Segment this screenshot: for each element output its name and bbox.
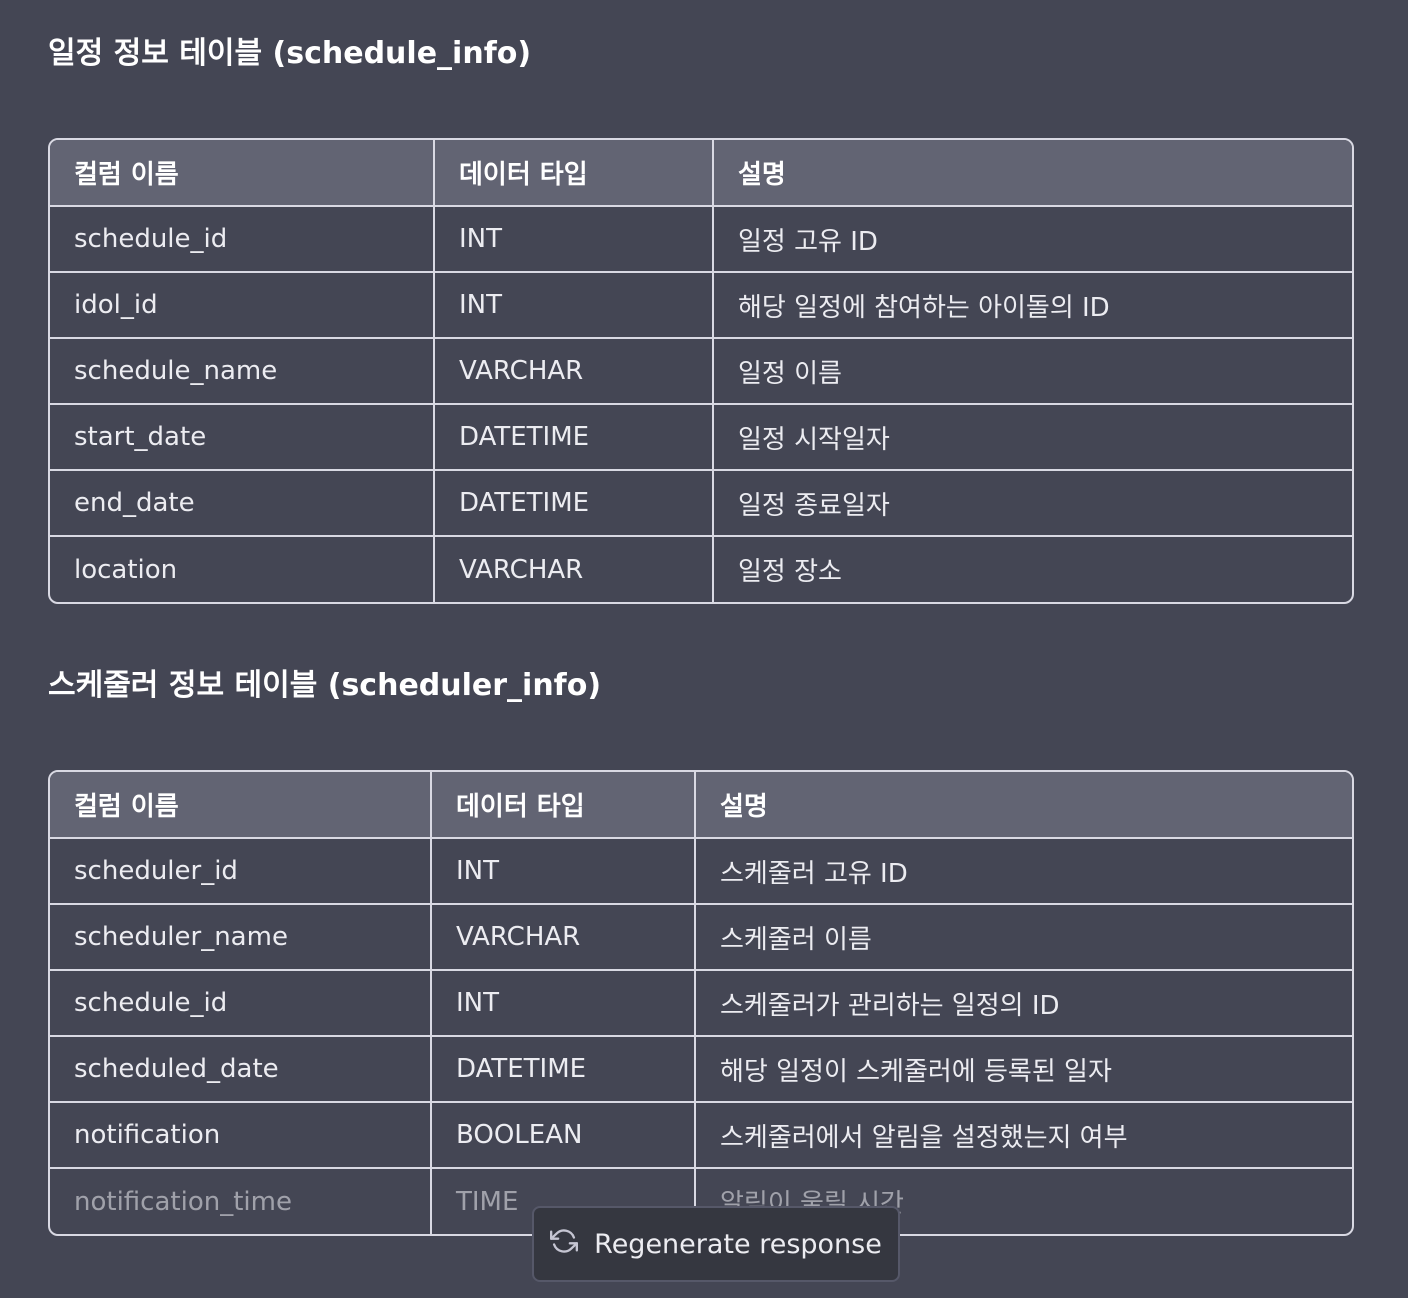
data-type-cell: VARCHAR (434, 338, 714, 405)
column-name-cell: notification_time (50, 1168, 432, 1234)
table-row: notification BOOLEAN 스케줄러에서 알림을 설정했는지 여부 (50, 1102, 1352, 1169)
description-cell: 스케줄러 고유 ID (695, 838, 1352, 905)
column-name-cell: end_date (50, 470, 435, 537)
table-row: scheduler_id INT 스케줄러 고유 ID (50, 838, 1352, 905)
table-header-row: 컬럼 이름 데이터 타입 설명 (50, 772, 1352, 839)
data-type-cell: INT (431, 838, 696, 905)
description-cell: 일정 시작일자 (713, 404, 1352, 471)
description-cell: 일정 고유 ID (713, 206, 1352, 273)
regenerate-response-button[interactable]: Regenerate response (532, 1206, 900, 1282)
column-header: 컬럼 이름 (50, 772, 432, 839)
column-header: 데이터 타입 (434, 140, 714, 207)
table-row: location VARCHAR 일정 장소 (50, 536, 1352, 602)
data-type-cell: DATETIME (434, 404, 714, 471)
column-name-cell: location (50, 536, 435, 602)
refresh-icon (550, 1227, 579, 1262)
description-cell: 스케줄러에서 알림을 설정했는지 여부 (695, 1102, 1352, 1169)
description-cell: 일정 장소 (738, 557, 842, 587)
column-name-cell: notification (50, 1102, 432, 1169)
description-cell: 해당 일정이 스케줄러에 등록된 일자 (695, 1036, 1352, 1103)
column-name-cell: schedule_name (50, 338, 435, 405)
data-type-cell: VARCHAR (431, 904, 696, 971)
column-header: 설명 (713, 140, 1352, 207)
data-type-cell: INT (434, 206, 714, 273)
column-header: 설명 (695, 772, 1352, 839)
data-type-cell: INT (434, 272, 714, 339)
table-row: idol_id INT 해당 일정에 참여하는 아이돌의 ID (50, 272, 1352, 339)
table-row: schedule_id INT 스케줄러가 관리하는 일정의 ID (50, 970, 1352, 1037)
description-cell: 스케줄러가 관리하는 일정의 ID (695, 970, 1352, 1037)
column-header: 데이터 타입 (431, 772, 696, 839)
column-name-cell: schedule_id (50, 970, 432, 1037)
schedule-info-table: 컬럼 이름 데이터 타입 설명 schedule_id INT 일정 고유 ID… (48, 138, 1354, 604)
description-cell: 일정 종료일자 (713, 470, 1352, 537)
description-cell: 해당 일정에 참여하는 아이돌의 ID (713, 272, 1352, 339)
data-type-cell: DATETIME (434, 470, 714, 537)
table-row: end_date DATETIME 일정 종료일자 (50, 470, 1352, 537)
column-name-cell: scheduler_name (50, 904, 432, 971)
column-name-cell: scheduled_date (50, 1036, 432, 1103)
table-row: schedule_id INT 일정 고유 ID (50, 206, 1352, 273)
table-row: scheduler_name VARCHAR 스케줄러 이름 (50, 904, 1352, 971)
column-name-cell: scheduler_id (50, 838, 432, 905)
scheduler-info-title: 스케줄러 정보 테이블 (scheduler_info) (48, 668, 602, 703)
table-row: schedule_name VARCHAR 일정 이름 (50, 338, 1352, 405)
column-name-cell: schedule_id (50, 206, 435, 273)
table-row: start_date DATETIME 일정 시작일자 (50, 404, 1352, 471)
column-name-cell: idol_id (50, 272, 435, 339)
table-row: scheduled_date DATETIME 해당 일정이 스케줄러에 등록된… (50, 1036, 1352, 1103)
data-type-cell: DATETIME (431, 1036, 696, 1103)
column-name-cell: start_date (50, 404, 435, 471)
description-cell: 스케줄러 이름 (695, 904, 1352, 971)
description-cell: 일정 이름 (713, 338, 1352, 405)
column-header: 컬럼 이름 (50, 140, 435, 207)
regenerate-label: Regenerate response (594, 1228, 882, 1260)
data-type-cell: INT (431, 970, 696, 1037)
scheduler-info-table: 컬럼 이름 데이터 타입 설명 scheduler_id INT 스케줄러 고유… (48, 770, 1354, 1236)
data-type-cell: VARCHAR (434, 536, 714, 602)
data-type-cell: BOOLEAN (431, 1102, 696, 1169)
table-header-row: 컬럼 이름 데이터 타입 설명 (50, 140, 1352, 207)
schedule-info-title: 일정 정보 테이블 (schedule_info) (48, 36, 532, 71)
